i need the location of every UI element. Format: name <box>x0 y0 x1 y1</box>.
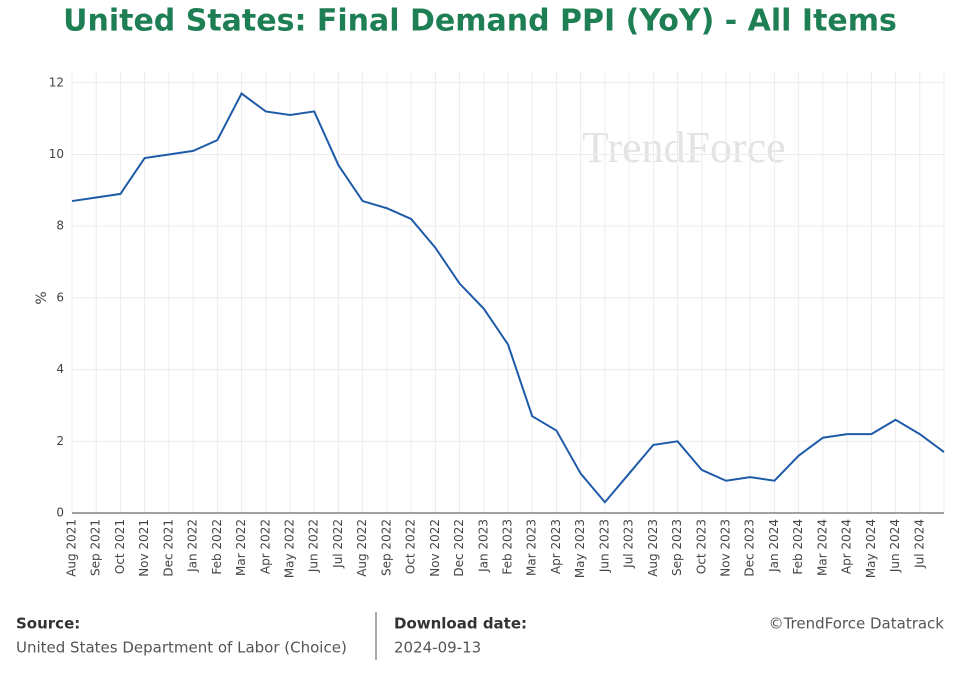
x-tick-label: Aug 2022 <box>355 519 369 577</box>
y-tick-label: 6 <box>56 290 64 304</box>
x-tick-label: Jan 2024 <box>767 519 781 573</box>
x-tick-label: Oct 2022 <box>404 519 418 574</box>
x-tick-label: Oct 2021 <box>113 519 127 574</box>
x-tick-label: Mar 2023 <box>525 519 539 576</box>
x-tick-label: Dec 2023 <box>743 519 757 577</box>
y-tick-label: 0 <box>56 506 64 520</box>
x-tick-label: Jun 2023 <box>597 519 611 573</box>
x-tick-label: Mar 2022 <box>234 519 248 576</box>
x-tick-label: Sep 2023 <box>670 519 684 576</box>
x-tick-label: Jul 2022 <box>331 519 345 569</box>
x-tick-label: Nov 2022 <box>428 519 442 577</box>
x-tick-label: Aug 2021 <box>65 519 79 577</box>
y-tick-label: 10 <box>49 147 64 161</box>
y-tick-label: 8 <box>56 219 64 233</box>
y-axis-title: % <box>34 291 50 304</box>
x-tick-label: May 2022 <box>283 519 297 578</box>
download-label: Download date: <box>394 615 527 633</box>
download-date: 2024-09-13 <box>394 639 481 657</box>
source: United States Department of Labor (Choic… <box>16 639 347 657</box>
x-tick-label: Feb 2022 <box>210 519 224 575</box>
x-tick-label: May 2024 <box>864 519 878 578</box>
x-tick-label: Apr 2023 <box>549 519 563 574</box>
x-tick-label: Dec 2021 <box>161 519 175 577</box>
x-tick-label: Sep 2021 <box>89 519 103 576</box>
y-tick-label: 2 <box>56 434 64 448</box>
watermark: TrendForce <box>582 123 786 172</box>
x-tick-label: Jan 2023 <box>476 519 490 573</box>
x-tick-label: Mar 2024 <box>815 519 829 576</box>
x-tick-label: Apr 2022 <box>258 519 272 574</box>
x-tick-label: Nov 2023 <box>719 519 733 577</box>
x-tick-label: Aug 2023 <box>646 519 660 577</box>
x-tick-label: Jun 2024 <box>888 519 902 573</box>
x-tick-label: Nov 2021 <box>137 519 151 577</box>
y-tick-label: 12 <box>49 75 64 89</box>
x-tick-label: Apr 2024 <box>840 519 854 574</box>
x-tick-label: Sep 2022 <box>379 519 393 576</box>
chart-title: United States: Final Demand PPI (YoY) - … <box>63 4 897 39</box>
x-tick-label: Dec 2022 <box>452 519 466 577</box>
x-tick-label: Feb 2023 <box>501 519 515 575</box>
source-label: Source: <box>16 615 80 633</box>
x-tick-label: Jul 2023 <box>622 519 636 569</box>
x-tick-label: Jul 2024 <box>912 519 926 569</box>
y-tick-label: 4 <box>56 362 64 376</box>
x-tick-label: Jan 2022 <box>186 519 200 573</box>
x-tick-label: May 2023 <box>573 519 587 578</box>
copyright: ©TrendForce Datatrack <box>769 615 945 633</box>
line <box>71 92 945 504</box>
x-tick-label: Jun 2022 <box>307 519 321 573</box>
x-tick-label: Oct 2023 <box>694 519 708 574</box>
x-tick-label: Feb 2024 <box>791 519 805 575</box>
